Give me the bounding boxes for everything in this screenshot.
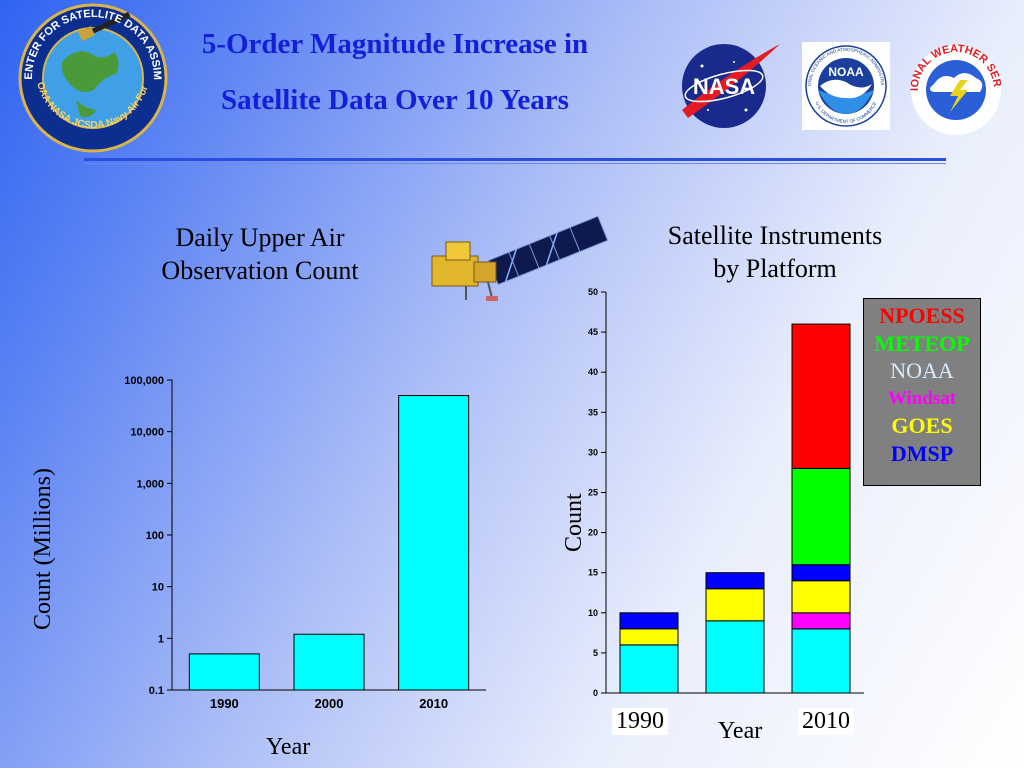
chart1-ytick-label: 10	[152, 582, 164, 594]
chart2-bar-2010-noaa	[791, 628, 851, 694]
chart1-xtick-label: 2000	[315, 696, 344, 711]
chart2-bar-1990-noaa	[619, 644, 679, 694]
chart2-xtick-label: 2000	[725, 699, 745, 700]
chart2-legend: NPOESS METEOP NOAA Windsat GOES DMSP	[863, 298, 981, 486]
chart2-below-label-0: 1990	[612, 708, 668, 735]
noaa-logo: NOAA NATIONAL OCEANIC AND ATMOSPHERIC AD…	[802, 42, 890, 130]
chart2-bar-2010-meteop	[791, 467, 851, 566]
chart2-bar-2010-windsat	[791, 612, 851, 630]
chart1-ytick-label: 100	[146, 530, 164, 542]
chart2-bar-2010-dmsp	[791, 564, 851, 582]
title-separator	[84, 158, 946, 161]
chart1-bar-2010	[398, 395, 470, 691]
chart2-plot: 0 5 10 15 20 25 30 35 40 45 50 2000	[588, 287, 864, 700]
chart2-title-line1: Satellite Instruments	[667, 221, 883, 250]
legend-item-dmsp: DMSP	[890, 440, 954, 466]
nasa-logo: NASA	[682, 44, 780, 128]
chart1-title-line1: Daily Upper Air	[175, 223, 345, 252]
chart2-ytick-label: 15	[588, 568, 598, 578]
chart2-ytick-label: 20	[588, 528, 598, 538]
satellite-illustration	[431, 215, 609, 301]
chart2-ytick-label: 35	[588, 407, 598, 417]
chart2-bar-2000-noaa	[705, 620, 765, 694]
noaa-logo-text: NOAA	[828, 65, 864, 79]
chart1-ytick-label: 1	[158, 633, 164, 645]
chart1-ytick-label: 1,000	[136, 478, 164, 490]
chart1-plot: 0.1 1 10 100 1,000 10,000 100,000 1990 2000 2010	[124, 375, 486, 711]
chart2-ytick-label: 25	[588, 488, 598, 498]
legend-item-goes: GOES	[891, 413, 953, 438]
chart1-ytick-label: 100,000	[124, 375, 164, 387]
legend-item-windsat: Windsat	[887, 387, 957, 409]
nws-logo: NATIONAL WEATHER SERVICE	[904, 40, 1003, 135]
chart2-below-label-2: 2010	[798, 708, 854, 735]
chart2-ytick-label: 5	[593, 648, 598, 658]
chart2-ytick-label: 30	[588, 447, 598, 457]
chart2-bar-1990-goes	[619, 628, 679, 646]
chart2-ytick-label: 10	[588, 608, 598, 618]
chart2-bar-2010-npoess	[791, 323, 851, 469]
chart2-bar-2000-dmsp	[705, 572, 765, 590]
chart1-title-line2: Observation Count	[161, 256, 359, 285]
chart1-ytick-label: 0.1	[149, 685, 164, 697]
chart1-bar-2000	[293, 633, 365, 691]
chart2-ytick-label: 50	[588, 287, 598, 297]
chart1-xtick-label: 1990	[210, 696, 239, 711]
slide-title-line2: Satellite Data Over 10 Years	[221, 84, 569, 116]
chart2-xlabel: Year	[718, 718, 763, 744]
chart2-title-line2: by Platform	[713, 254, 837, 283]
legend-item-npoess: NPOESS	[879, 303, 965, 328]
chart2-bar-1990-dmsp	[619, 612, 679, 630]
chart2-bar-2010-goes	[791, 580, 851, 614]
slide-title-line1: 5-Order Magnitude Increase in	[201, 28, 589, 60]
chart1-xlabel: Year	[266, 734, 311, 760]
jcsda-logo: JOINT CENTER FOR SATELLITE DATA ASSIMILA…	[18, 2, 168, 153]
chart2-ylabel: Count	[561, 493, 587, 552]
chart2-ytick-label: 40	[588, 367, 598, 377]
chart1-ylabel: Count (Millions)	[30, 467, 56, 630]
chart1-bar-1990	[188, 653, 260, 691]
title-separator-thin	[84, 163, 946, 164]
chart2-ytick-label: 45	[588, 327, 598, 337]
chart2-bar-2000-goes	[705, 588, 765, 622]
chart1-xtick-label: 2010	[419, 696, 448, 711]
chart1-ytick-label: 10,000	[130, 427, 164, 439]
chart2-ytick-label: 0	[593, 688, 598, 698]
legend-item-meteop: METEOP	[874, 330, 970, 356]
nasa-logo-text: NASA	[693, 74, 755, 99]
legend-item-noaa: NOAA	[890, 358, 954, 383]
